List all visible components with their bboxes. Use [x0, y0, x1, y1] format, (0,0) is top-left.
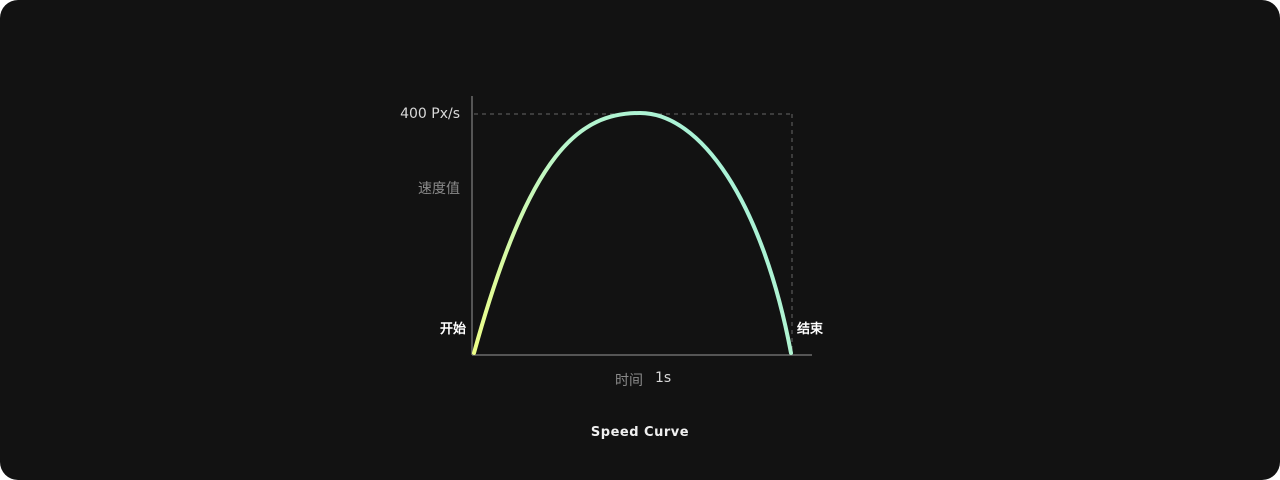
y-max-label: 400 Px/s — [400, 106, 460, 122]
x-axis-label: 时间 — [615, 373, 643, 389]
y-axis-label: 速度值 — [418, 181, 460, 197]
x-value-label: 1s — [655, 370, 672, 386]
start-label: 开始 — [439, 322, 466, 337]
caption: Speed Curve — [590, 425, 690, 440]
end-label: 结束 — [797, 322, 824, 337]
speed-curve — [472, 110, 793, 355]
